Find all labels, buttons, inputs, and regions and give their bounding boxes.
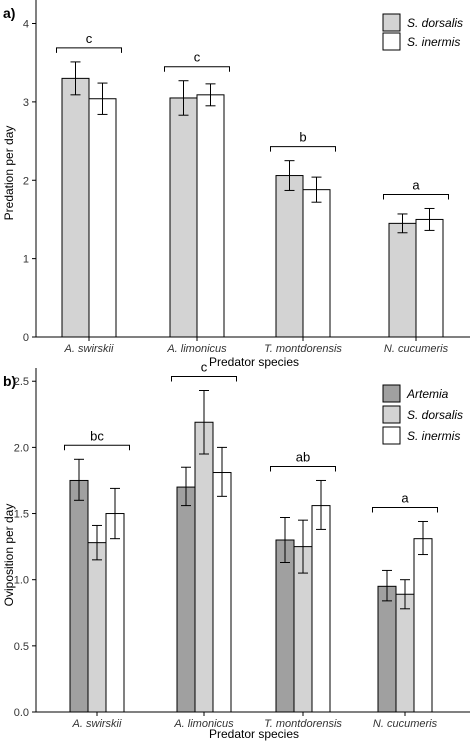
panel-a-significance-bracket: [56, 47, 122, 53]
panel-b-legend-swatch-3: [382, 426, 401, 445]
panel-b-significance-label: bc: [90, 428, 104, 443]
panel-b-legend-label-1: Artemia: [406, 387, 449, 401]
panel-a-bar: [61, 77, 90, 338]
panel-b-bar: [87, 542, 107, 713]
panel-b-significance-label: a: [401, 490, 409, 505]
panel-a-y-axis-label: Predation per day: [2, 126, 16, 221]
panel-a-bar: [196, 94, 225, 338]
panel-a-bar: [302, 189, 331, 338]
panel-a-plot-area: 0 1 2 3 4 A. swirskii c A. limonicus c T. montdor…: [23, 0, 470, 355]
panel-b-y-tick-label: 1.5: [14, 509, 29, 521]
panel-b-y-axis-label: Oviposition per day: [2, 504, 16, 607]
panel-a-legend-label-2: S. inermis: [407, 35, 460, 49]
panel-b-x-tick-label: A. limonicus: [173, 718, 234, 730]
panel-a-legend-swatch-1: [382, 13, 401, 32]
panel-a-significance-label: a: [412, 177, 420, 192]
panel-b-x-tick-label: N. cucumeris: [373, 718, 438, 730]
panel-b-bar: [212, 472, 232, 713]
panel-b-bar: [395, 593, 415, 713]
panel-b: b) 0.0 0.5 1.0 1.5 2.0 2.5 A. swirskii bc A. lim…: [2, 359, 470, 741]
panel-a-significance-bracket: [164, 66, 230, 72]
panel-b-bar: [413, 538, 433, 713]
panel-a-bar: [169, 97, 198, 338]
panel-a-significance-label: c: [86, 31, 93, 46]
panel-b-bar: [176, 486, 196, 713]
panel-b-legend: Artemia S. dorsalis S. inermis: [382, 384, 463, 445]
panel-a-significance-label: c: [194, 50, 201, 65]
panel-b-bar: [275, 539, 295, 713]
panel-a-significance-label: b: [299, 130, 306, 145]
panel-b-y-tick-label: 1.0: [14, 575, 29, 587]
panel-a-bar: [415, 218, 444, 338]
panel-b-significance-bracket: [372, 506, 438, 513]
panel-b-significance-bracket: [270, 465, 336, 472]
panel-b-y-tick-label: 0.0: [14, 707, 29, 719]
panel-a-y-tick-label: 4: [23, 19, 29, 31]
panel-a-legend-swatch-2: [382, 32, 401, 51]
panel-b-x-tick-label: T. montdorensis: [264, 718, 342, 730]
panel-a-bar: [275, 175, 304, 338]
panel-b-significance-bracket: [171, 375, 237, 382]
panel-b-bar: [377, 585, 397, 713]
panel-a-significance-bracket: [270, 146, 336, 152]
panel-a-label: a): [3, 5, 15, 21]
panel-a-bar: [88, 98, 117, 338]
panel-b-bar: [194, 421, 214, 713]
panel-a-y-tick-label: 3: [23, 97, 29, 109]
panel-a-legend-label-1: S. dorsalis: [407, 16, 463, 30]
panel-b-y-tick-label: 0.5: [14, 641, 29, 653]
panel-b-legend-swatch-2: [382, 405, 401, 424]
panel-b-bar: [69, 479, 89, 713]
panel-a-significance-bracket: [383, 193, 449, 200]
panel-b-y-tick-label: 2.5: [14, 376, 29, 388]
panel-b-bar: [105, 513, 125, 713]
panel-a-legend: S. dorsalis S. inermis: [382, 13, 463, 51]
panel-a-bar: [388, 222, 417, 338]
panel-a-y-tick-label: 1: [23, 254, 29, 266]
panel-a-y-tick-label: 0: [23, 332, 29, 344]
panel-b-label: b): [3, 373, 16, 389]
panel-a-x-tick-label: A. swirskii: [64, 343, 114, 355]
panel-b-legend-label-3: S. inermis: [407, 429, 460, 443]
panel-b-x-tick-label: A. swirskii: [72, 718, 122, 730]
panel-a-x-tick-label: A. limonicus: [166, 343, 227, 355]
panel-b-x-axis-label: Predator species: [209, 727, 299, 741]
panel-b-y-tick-label: 2.0: [14, 442, 29, 454]
panel-b-legend-swatch-1: [382, 384, 401, 403]
panel-a-x-tick-label: T. montdorensis: [264, 343, 342, 355]
panel-b-significance-label: ab: [296, 449, 310, 464]
panel-b-significance-label: c: [201, 359, 208, 374]
panel-a-x-tick-label: N. cucumeris: [384, 343, 449, 355]
panel-b-plot-area: 0.0 0.5 1.0 1.5 2.0 2.5 A. swirskii bc A. limoni…: [14, 359, 470, 730]
panel-b-significance-bracket: [64, 444, 130, 451]
panel-b-legend-label-2: S. dorsalis: [407, 408, 463, 422]
panel-a-x-axis-label: Predator species: [209, 355, 299, 369]
panel-b-bar: [311, 505, 331, 713]
panel-a: a) 0 1 2 3 4 A. swirskii c A. limonicus c T. mont…: [2, 0, 470, 369]
panel-a-y-tick-label: 2: [23, 175, 29, 187]
